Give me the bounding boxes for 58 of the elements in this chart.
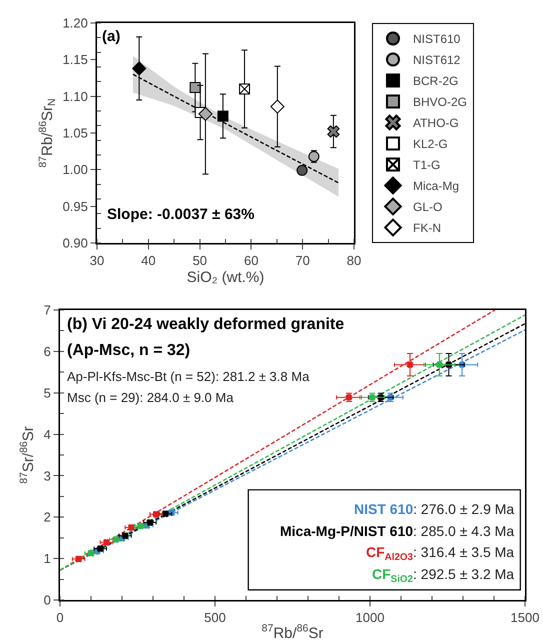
legend-label: FK-N	[412, 221, 441, 236]
x-tick-label: 1500	[510, 610, 540, 626]
x-axis-title: $^{87}$Rb/$^{86}$Sr	[262, 622, 324, 642]
point	[296, 164, 308, 176]
x-axis-title: SiO₂ (wt.%)	[186, 268, 264, 286]
point	[436, 361, 443, 368]
point	[406, 361, 414, 368]
x-tick-label: 70	[295, 253, 310, 268]
legend-label: Mica-Mg	[412, 179, 460, 194]
text: NIST 610	[354, 501, 414, 517]
annotation: : 316.4 ± 3.5 Ma	[413, 544, 514, 560]
x-tick-label: 80	[346, 253, 362, 268]
y-tick-label: 4	[44, 426, 51, 442]
point	[217, 110, 228, 122]
text: (Ap-Msc, n = 32)	[67, 342, 190, 359]
x-tick-label: 60	[244, 253, 258, 268]
y-tick-label: 1.15	[62, 52, 88, 68]
chart-title: (b) Vi 20-24 weakly deformed granite	[67, 316, 344, 333]
point	[198, 106, 212, 121]
x-tick-label: 30	[90, 253, 104, 268]
y-tick-label: 1.20	[62, 16, 88, 31]
annotation: Msc (n = 29): 284.0 ± 9.0 Ma	[67, 390, 234, 405]
annotation: : 292.5 ± 3.2 Ma	[413, 566, 514, 582]
chart-title: (a)	[102, 28, 120, 45]
x-tick-label: 50	[192, 253, 208, 268]
point	[239, 84, 250, 94]
point	[270, 100, 284, 114]
y-tick-label: 0.95	[62, 198, 88, 214]
text: Mica-Mg-P/NIST 610	[280, 523, 414, 539]
legend-label: T1-G	[412, 158, 440, 172]
legend-label: KL2-G	[412, 137, 448, 152]
y-tick-label: 0.90	[62, 236, 88, 251]
x-tick-label: 40	[141, 253, 156, 268]
x-tick-label: 500	[204, 610, 226, 626]
x-tick-label: 1000	[356, 610, 384, 626]
y-tick-label: 1.10	[62, 88, 88, 104]
point	[190, 82, 201, 94]
y-tick-label: 3	[44, 468, 51, 484]
y-tick-label: 1	[44, 551, 51, 566]
annotation: Ap-Pl-Kfs-Msc-Bt (n = 52): 281.2 ± 3.8 Ma	[67, 369, 310, 384]
text: CF$_{SiO2}$	[372, 566, 414, 585]
annotation: Slope: -0.0037 ± 63%	[107, 206, 254, 223]
point	[327, 125, 340, 138]
y-tick-label: 0	[44, 592, 51, 608]
y-tick-label: 7	[44, 302, 51, 318]
legend-label: NIST610	[412, 32, 461, 46]
legend-label: BCR-2G	[412, 74, 458, 88]
y-tick-label: 5	[44, 385, 51, 400]
y-tick-label: 6	[44, 344, 51, 359]
point	[132, 61, 146, 76]
y-tick-label: 1.00	[62, 162, 88, 178]
y-tick-label: 2	[44, 510, 51, 525]
y-tick-label: 1.05	[62, 126, 88, 141]
legend-label: BHVO-2G	[412, 95, 468, 110]
text: CF$_{Al2O3}$	[366, 544, 414, 563]
legend-label: NIST612	[412, 53, 461, 68]
legend-label: GL-O	[412, 200, 442, 214]
legend-label: ATHO-G	[412, 116, 459, 130]
